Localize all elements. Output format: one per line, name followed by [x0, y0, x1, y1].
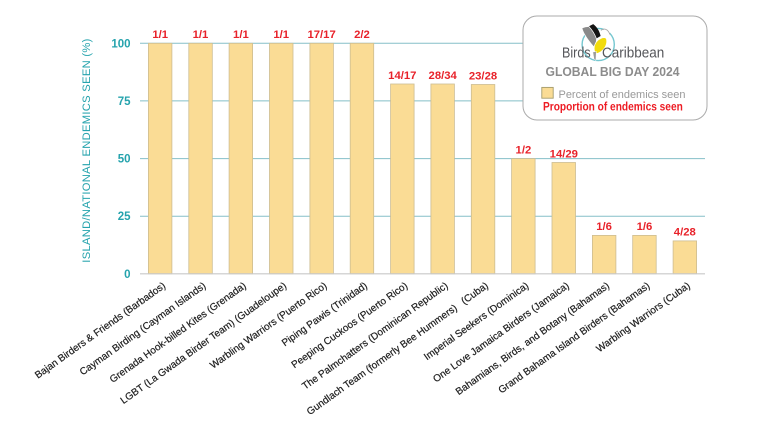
svg-text:Birds: Birds	[562, 46, 591, 62]
svg-text:Proportion of endemics seen: Proportion of endemics seen	[543, 102, 683, 114]
svg-text:2/2: 2/2	[354, 29, 370, 41]
svg-text:50: 50	[118, 154, 131, 166]
svg-text:17/17: 17/17	[307, 29, 335, 41]
svg-text:25: 25	[118, 211, 131, 223]
svg-text:1/1: 1/1	[273, 29, 289, 41]
svg-text:Caribbean: Caribbean	[602, 46, 664, 62]
svg-text:0: 0	[124, 269, 130, 281]
svg-text:1/6: 1/6	[637, 221, 653, 233]
svg-text:4/28: 4/28	[674, 227, 696, 239]
svg-text:14/17: 14/17	[388, 70, 416, 82]
svg-text:23/28: 23/28	[469, 70, 497, 82]
svg-text:Percent of endemics seen: Percent of endemics seen	[559, 89, 686, 101]
svg-text:1/6: 1/6	[596, 221, 612, 233]
svg-text:GLOBAL BIG DAY 2024: GLOBAL BIG DAY 2024	[546, 65, 680, 79]
svg-text:75: 75	[118, 96, 131, 108]
svg-text:14/29: 14/29	[550, 148, 578, 160]
svg-text:1/1: 1/1	[233, 29, 249, 41]
svg-text:1/2: 1/2	[516, 144, 532, 156]
svg-text:100: 100	[111, 38, 130, 50]
svg-text:1/1: 1/1	[152, 29, 168, 41]
svg-text:ISLAND/NATIONAL ENDEMICS SEEN: ISLAND/NATIONAL ENDEMICS SEEN (%)	[81, 38, 93, 262]
svg-text:1/1: 1/1	[193, 29, 209, 41]
svg-text:28/34: 28/34	[429, 70, 458, 82]
